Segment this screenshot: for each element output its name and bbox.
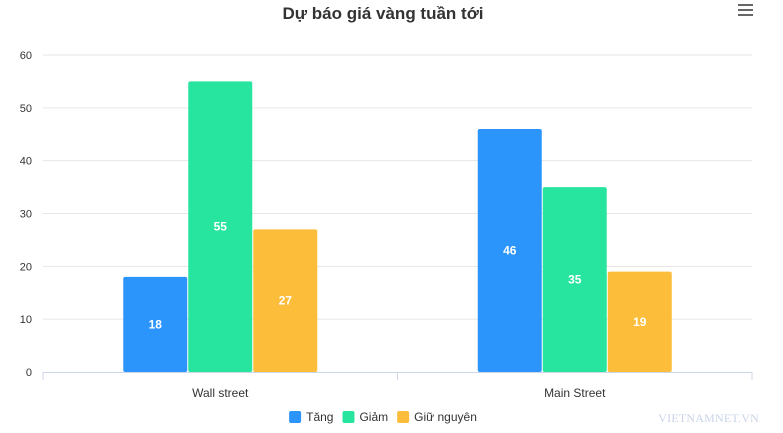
legend-swatch xyxy=(397,411,410,423)
data-label: 35 xyxy=(568,273,582,287)
bar[interactable] xyxy=(188,81,253,373)
hamburger-menu-icon[interactable] xyxy=(732,2,758,20)
legend-item[interactable]: Giữ nguyên xyxy=(397,410,477,424)
y-tick-label: 20 xyxy=(20,261,32,273)
bar[interactable] xyxy=(123,276,188,372)
y-tick-label: 40 xyxy=(20,156,32,168)
x-axis: Wall street Main Street xyxy=(42,372,753,400)
legend-label: Tăng xyxy=(306,410,333,424)
legend: Tăng Giảm Giữ nguyên xyxy=(289,410,477,424)
legend-label: Giữ nguyên xyxy=(414,410,477,424)
bar[interactable] xyxy=(477,128,542,372)
y-tick-label: 30 xyxy=(20,209,32,221)
bar[interactable] xyxy=(542,187,607,372)
legend-label: Giảm xyxy=(359,410,388,424)
legend-item[interactable]: Giảm xyxy=(342,410,388,424)
legend-swatch xyxy=(342,411,355,423)
y-tick-label: 50 xyxy=(20,103,32,115)
x-category-label: Main Street xyxy=(544,386,606,400)
y-axis: 0 10 20 30 40 50 60 xyxy=(20,50,32,379)
x-category-label: Wall street xyxy=(192,386,249,400)
watermark: VIETNAMNET.VN xyxy=(658,411,759,425)
y-tick-label: 10 xyxy=(20,314,32,326)
bar[interactable] xyxy=(607,271,672,372)
bar[interactable] xyxy=(253,229,318,372)
data-label: 18 xyxy=(149,317,163,331)
data-label: 46 xyxy=(503,243,517,257)
legend-item[interactable]: Tăng xyxy=(289,410,333,424)
chart-title: Dự báo giá vàng tuần tới xyxy=(282,4,483,23)
bars: 18 55 27 46 35 19 xyxy=(123,81,672,373)
data-label: 19 xyxy=(633,315,647,329)
legend-swatch xyxy=(289,411,302,423)
y-tick-label: 60 xyxy=(20,50,32,62)
y-tick-label: 0 xyxy=(26,367,32,379)
data-label: 55 xyxy=(214,220,228,234)
data-label: 27 xyxy=(279,294,293,308)
